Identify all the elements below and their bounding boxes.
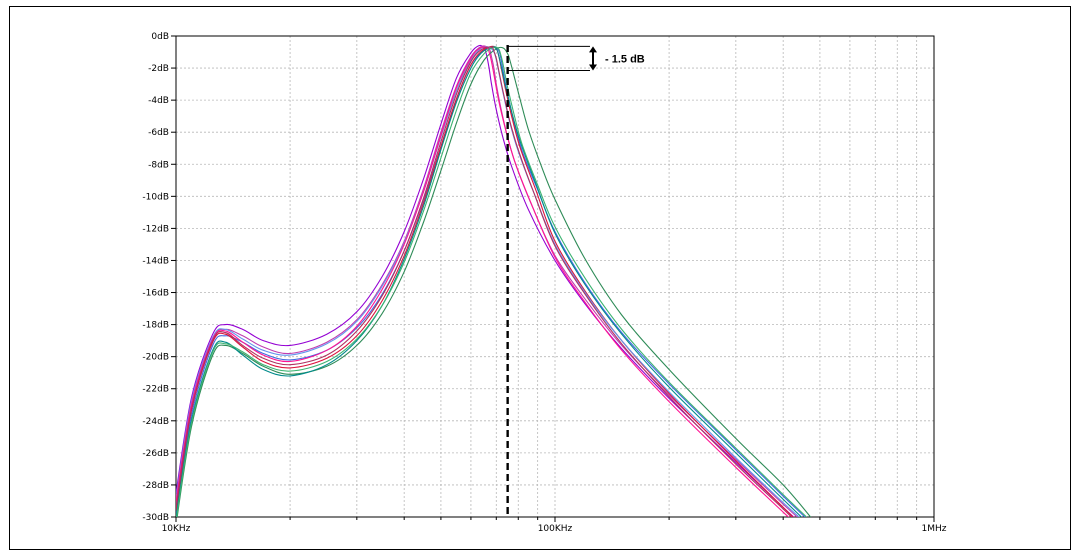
y-tick-label: -20dB — [142, 353, 169, 363]
series-line-2 — [176, 45, 798, 517]
y-tick-label: -28dB — [142, 481, 169, 491]
y-tick-label: -18dB — [142, 321, 169, 331]
series-line-5 — [176, 45, 794, 517]
series-line-7 — [176, 46, 800, 517]
x-tick-label: 10KHz — [162, 524, 191, 534]
y-tick-label: 0dB — [151, 32, 169, 42]
y-tick-label: -8dB — [148, 160, 169, 170]
x-tick-label: 1MHz — [922, 524, 947, 534]
series-line-9 — [176, 46, 808, 517]
y-tick-label: -22dB — [142, 385, 169, 395]
bracket-arrow-up — [589, 46, 597, 53]
y-tick-label: -6dB — [148, 128, 169, 138]
annotations: - 1.5 dB — [506, 45, 645, 517]
x-tick-label: 100KHz — [538, 524, 573, 534]
y-tick-label: -4dB — [148, 96, 169, 106]
y-tick-label: -30dB — [142, 513, 169, 523]
y-tick-label: -24dB — [142, 417, 169, 427]
x-tick-labels: 10KHz 100KHz 1MHz — [162, 524, 947, 534]
y-tick-label: -12dB — [142, 224, 169, 234]
y-tick-label: -26dB — [142, 449, 169, 459]
bracket-label: - 1.5 dB — [605, 53, 645, 65]
series-line-10 — [176, 46, 793, 517]
series-line-4 — [176, 46, 812, 517]
y-tick-label: -14dB — [142, 256, 169, 266]
y-tick-label: -10dB — [142, 192, 169, 202]
y-tick-label: -2dB — [148, 64, 169, 74]
tick-marks — [171, 35, 935, 522]
bracket-arrow-down — [589, 64, 597, 71]
curve-series — [176, 44, 812, 517]
chart-frame: 0dB -2dB -4dB -6dB -8dB -10dB -12dB -14dB -16dB -… — [9, 6, 1071, 550]
series-line-1 — [176, 44, 795, 517]
grid — [176, 36, 934, 517]
y-tick-labels: 0dB -2dB -4dB -6dB -8dB -10dB -12dB -14dB -16dB -… — [142, 32, 169, 523]
y-tick-label: -16dB — [142, 289, 169, 299]
series-line-6 — [176, 46, 803, 517]
series-line-8 — [176, 46, 790, 517]
plot-svg: 0dB -2dB -4dB -6dB -8dB -10dB -12dB -14dB -16dB -… — [142, 32, 947, 534]
